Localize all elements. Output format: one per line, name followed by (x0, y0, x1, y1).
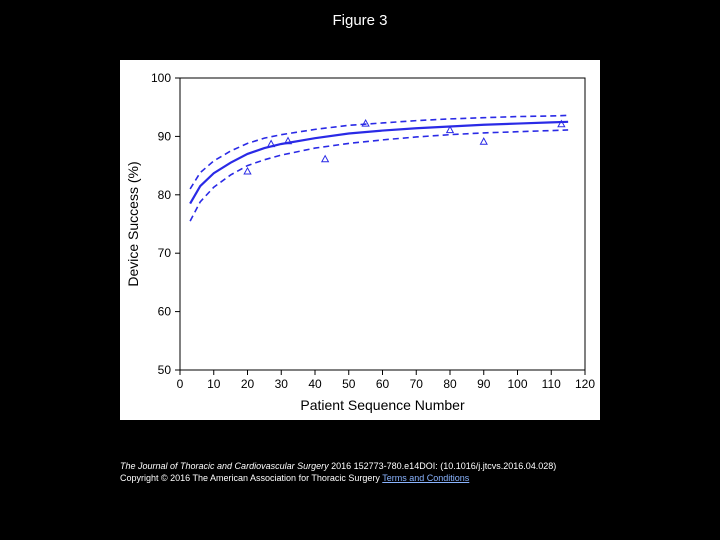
figure-title: Figure 3 (0, 12, 720, 29)
svg-text:100: 100 (151, 71, 171, 85)
svg-text:60: 60 (158, 305, 172, 319)
svg-text:40: 40 (308, 377, 322, 391)
svg-text:20: 20 (241, 377, 255, 391)
svg-text:120: 120 (575, 377, 595, 391)
copyright-text: Copyright © 2016 The American Associatio… (120, 473, 382, 483)
caption-line-2: Copyright © 2016 The American Associatio… (120, 472, 680, 484)
svg-text:50: 50 (342, 377, 356, 391)
svg-text:70: 70 (410, 377, 424, 391)
slide: Figure 3 0 10 20 30 40 50 60 70 80 90 100 110 120 50 6… (0, 0, 720, 540)
chart-svg: 0 10 20 30 40 50 60 70 80 90 100 110 120 50 60 70 80 90 10… (120, 60, 600, 420)
caption: The Journal of Thoracic and Cardiovascul… (120, 460, 680, 484)
journal-name: The Journal of Thoracic and Cardiovascul… (120, 461, 329, 471)
citation-text: 2016 152773-780.e14DOI: (10.1016/j.jtcvs… (329, 461, 557, 471)
chart-panel: 0 10 20 30 40 50 60 70 80 90 100 110 120 50 60 70 80 90 10… (120, 60, 600, 420)
svg-text:70: 70 (158, 246, 172, 260)
svg-text:90: 90 (158, 129, 172, 143)
svg-text:80: 80 (158, 188, 172, 202)
svg-text:90: 90 (477, 377, 491, 391)
svg-text:110: 110 (542, 377, 561, 391)
terms-link[interactable]: Terms and Conditions (382, 473, 469, 483)
svg-text:10: 10 (207, 377, 221, 391)
svg-text:Device Success (%): Device Success (%) (125, 161, 141, 286)
svg-text:100: 100 (507, 377, 527, 391)
svg-text:80: 80 (443, 377, 457, 391)
svg-text:60: 60 (376, 377, 390, 391)
svg-text:Patient Sequence Number: Patient Sequence Number (300, 397, 465, 413)
svg-text:30: 30 (275, 377, 289, 391)
svg-text:50: 50 (158, 363, 172, 377)
caption-line-1: The Journal of Thoracic and Cardiovascul… (120, 460, 680, 472)
svg-text:0: 0 (177, 377, 184, 391)
